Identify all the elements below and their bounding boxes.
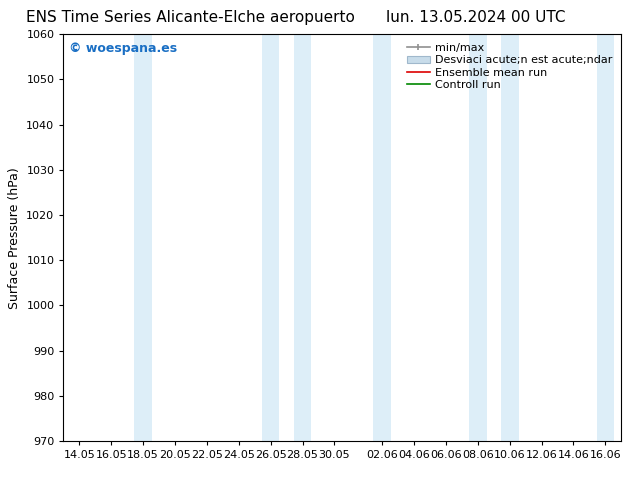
Bar xyxy=(501,34,519,441)
Text: © woespana.es: © woespana.es xyxy=(69,43,177,55)
Y-axis label: Surface Pressure (hPa): Surface Pressure (hPa) xyxy=(8,167,21,309)
Bar xyxy=(134,34,152,441)
Bar xyxy=(373,34,391,441)
Text: ENS Time Series Alicante-Elche aeropuerto: ENS Time Series Alicante-Elche aeropuert… xyxy=(26,10,354,25)
Bar xyxy=(597,34,614,441)
Bar xyxy=(294,34,311,441)
Text: lun. 13.05.2024 00 UTC: lun. 13.05.2024 00 UTC xyxy=(385,10,566,25)
Legend: min/max, Desviaci acute;n est acute;ndar, Ensemble mean run, Controll run: min/max, Desviaci acute;n est acute;ndar… xyxy=(404,40,616,93)
Bar xyxy=(262,34,280,441)
Bar xyxy=(469,34,487,441)
